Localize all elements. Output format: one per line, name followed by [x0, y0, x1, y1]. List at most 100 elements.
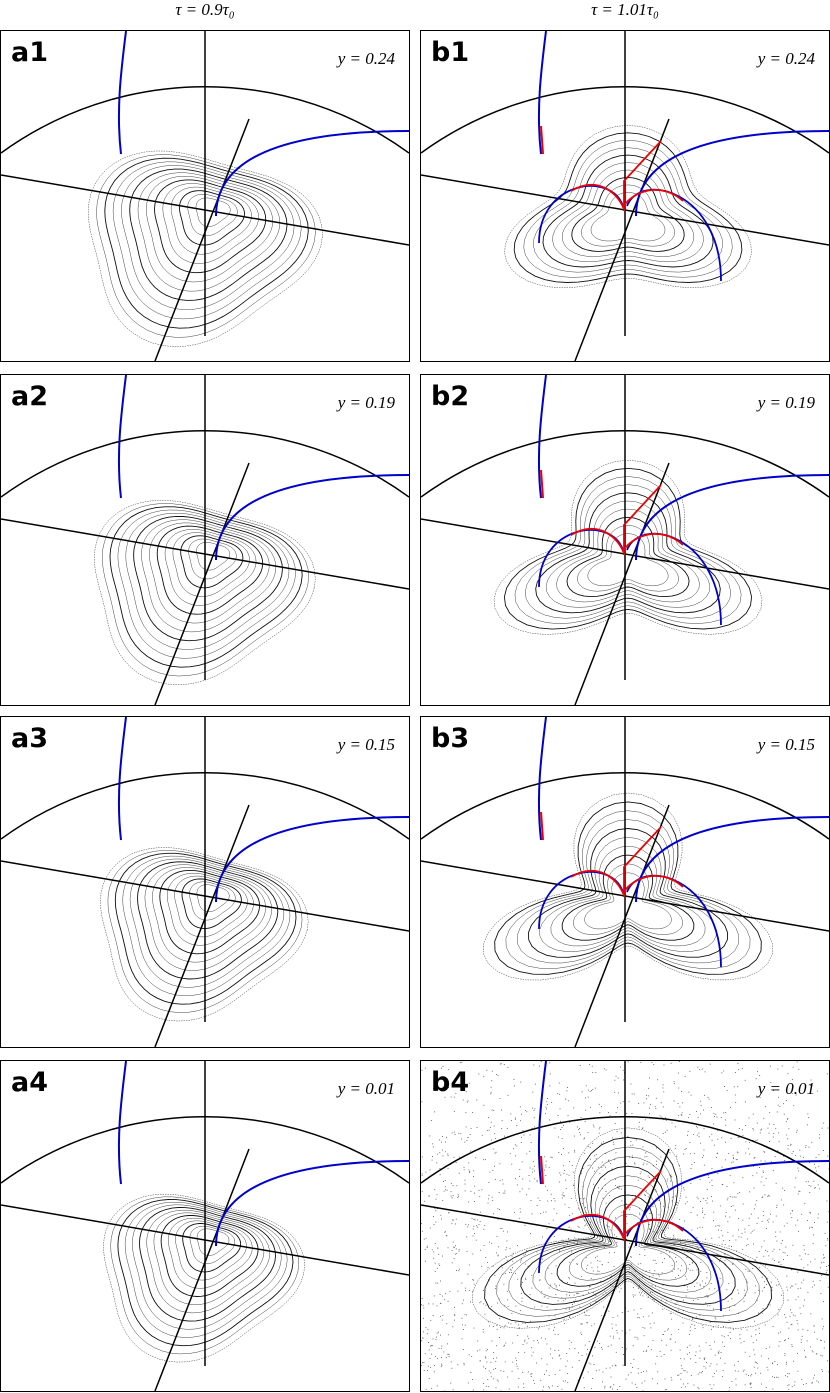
scatter-dot — [435, 1198, 437, 1200]
scatter-dot — [610, 1376, 612, 1378]
scatter-dot — [756, 1363, 758, 1364]
scatter-dot — [439, 1174, 441, 1176]
scatter-dot — [808, 1185, 810, 1186]
scatter-dot — [791, 1217, 793, 1218]
scatter-dot — [588, 1292, 589, 1294]
scatter-dot — [570, 1228, 572, 1230]
scatter-dot — [458, 1250, 460, 1252]
scatter-dot — [541, 1337, 542, 1339]
scatter-dot — [577, 1126, 578, 1128]
scatter-dot — [673, 1236, 675, 1238]
scatter-dot — [778, 1096, 779, 1098]
scatter-dot — [585, 1109, 587, 1111]
scatter-dot — [441, 1357, 442, 1358]
scatter-dot — [489, 1241, 490, 1243]
scatter-dot — [734, 1364, 735, 1366]
scatter-dot — [652, 1340, 654, 1341]
scatter-dot — [811, 1286, 813, 1288]
scatter-dot — [510, 1268, 511, 1270]
scatter-dot — [542, 1211, 544, 1213]
scatter-dot — [489, 1325, 490, 1327]
scatter-dot — [783, 1259, 784, 1260]
scatter-dot — [575, 1299, 577, 1301]
scatter-dot — [588, 1362, 590, 1364]
scatter-dot — [626, 1238, 627, 1240]
scatter-dot — [517, 1335, 519, 1336]
scatter-dot — [684, 1244, 686, 1246]
scatter-dot — [793, 1360, 794, 1362]
scatter-dot — [720, 1230, 722, 1231]
scatter-dot — [620, 1066, 621, 1068]
scatter-dot — [547, 1267, 549, 1269]
scatter-dot — [733, 1086, 735, 1088]
scatter-dot — [808, 1117, 810, 1119]
scatter-dot — [648, 1315, 650, 1317]
scatter-dot — [643, 1371, 644, 1372]
orbit — [544, 1185, 712, 1293]
panel: a1 y = 0.24 — [0, 30, 410, 362]
scatter-dot — [534, 1382, 535, 1384]
scatter-dot — [546, 1108, 547, 1110]
scatter-dot — [441, 1067, 442, 1069]
scatter-dot — [721, 1335, 723, 1337]
scatter-dot — [675, 1257, 677, 1258]
scatter-dot — [697, 1373, 699, 1375]
scatter-dot — [569, 1294, 570, 1296]
scatter-dot — [608, 1226, 610, 1228]
scatter-dot — [577, 1241, 578, 1243]
scatter-dot — [645, 1351, 647, 1352]
scatter-dot — [691, 1324, 693, 1325]
scatter-dot — [455, 1218, 457, 1220]
scatter-dot — [687, 1130, 689, 1132]
scatter-dot — [750, 1375, 752, 1377]
scatter-dot — [603, 1165, 605, 1167]
orbit — [137, 172, 281, 292]
scatter-dot — [582, 1198, 584, 1200]
scatter-dot — [712, 1376, 714, 1378]
scatter-dot — [767, 1303, 769, 1305]
scatter-dot — [423, 1370, 425, 1371]
scatter-dot — [797, 1219, 799, 1221]
scatter-dot — [700, 1142, 701, 1144]
scatter-dot — [676, 1202, 678, 1203]
scatter-dot — [595, 1072, 597, 1073]
scatter-dot — [532, 1091, 534, 1093]
scatter-dot — [593, 1183, 595, 1185]
scatter-dot — [737, 1361, 739, 1362]
scatter-dot — [521, 1161, 523, 1163]
scatter-dot — [768, 1218, 770, 1220]
scatter-dot — [747, 1244, 749, 1245]
scatter-dot — [610, 1275, 612, 1277]
scatter-dot — [589, 1164, 591, 1166]
scatter-dot — [501, 1264, 503, 1266]
scatter-dot — [678, 1374, 680, 1376]
scatter-dot — [597, 1236, 599, 1238]
scatter-dot — [791, 1386, 793, 1388]
scatter-dot — [636, 1387, 638, 1388]
scatter-dot — [675, 1145, 677, 1147]
scatter-dot — [737, 1193, 739, 1194]
scatter-dot — [485, 1304, 487, 1306]
axis-line — [574, 1148, 670, 1391]
scatter-dot — [521, 1188, 523, 1190]
scatter-dot — [456, 1185, 458, 1187]
scatter-dot — [699, 1372, 701, 1374]
scatter-dot — [462, 1099, 464, 1101]
manifold — [540, 125, 544, 155]
scatter-dot — [573, 1185, 575, 1186]
manifold — [117, 1061, 127, 1185]
scatter-dot — [708, 1177, 710, 1178]
scatter-dot — [703, 1155, 704, 1157]
scatter-dot — [530, 1142, 532, 1143]
orbit — [581, 184, 675, 247]
scatter-dot — [629, 1267, 630, 1269]
scatter-dot — [761, 1246, 763, 1248]
scatter-dot — [595, 1370, 597, 1372]
manifold — [540, 811, 544, 841]
scatter-dot — [505, 1255, 507, 1257]
scatter-dot — [687, 1289, 689, 1291]
scatter-dot — [497, 1380, 499, 1382]
scatter-dot — [574, 1282, 576, 1284]
scatter-dot — [626, 1223, 628, 1225]
scatter-dot — [595, 1295, 597, 1297]
